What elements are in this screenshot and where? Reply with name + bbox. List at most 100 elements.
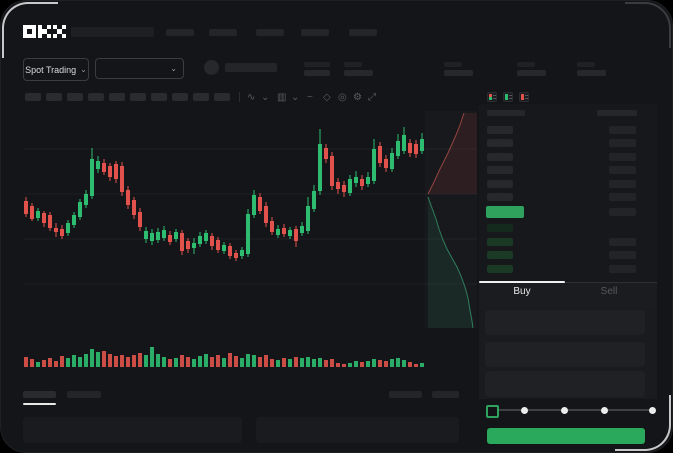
timeframe-slot-7[interactable] bbox=[151, 93, 167, 101]
stat-value-placeholder-5 bbox=[577, 70, 606, 76]
camera-icon[interactable]: ◎ bbox=[338, 92, 347, 103]
market-type-dropdown[interactable]: Spot Trading ⌄ bbox=[23, 58, 89, 81]
nav-item-placeholder-1[interactable] bbox=[166, 29, 194, 36]
depth-color-swatch bbox=[489, 94, 492, 100]
book-asks-only-icon[interactable] bbox=[519, 92, 529, 102]
chevron-down-icon[interactable]: ⌄ bbox=[291, 92, 300, 103]
orderbook-ask-price[interactable] bbox=[487, 166, 513, 175]
slider-stop-5[interactable] bbox=[649, 407, 656, 414]
market-type-label: Spot Trading bbox=[25, 64, 77, 75]
orderbook-ask-amount bbox=[609, 166, 636, 175]
book-bids-only-icon[interactable] bbox=[503, 92, 513, 102]
book-both-sides-icon[interactable] bbox=[487, 92, 497, 102]
orderbook-ask-price[interactable] bbox=[487, 126, 513, 134]
amount-input[interactable] bbox=[485, 342, 645, 367]
stat-label-placeholder-3 bbox=[444, 62, 462, 67]
toolbar-divider bbox=[239, 92, 240, 102]
stat-value-placeholder-1 bbox=[304, 70, 330, 76]
buy-submit-button[interactable] bbox=[487, 428, 645, 444]
stat-value-placeholder-2 bbox=[344, 70, 373, 76]
fullscreen-icon[interactable]: ⤢ bbox=[368, 92, 376, 103]
timeframe-slot-10[interactable] bbox=[214, 93, 230, 101]
logo-letter-o bbox=[23, 25, 36, 38]
candles bbox=[24, 127, 424, 261]
candle-type-icon[interactable]: ▥ bbox=[277, 92, 287, 103]
slider-stop-2[interactable] bbox=[521, 407, 528, 414]
depth-color-swatch bbox=[505, 94, 508, 100]
pair-avatar bbox=[204, 60, 219, 75]
amount-slider-track[interactable] bbox=[488, 409, 655, 411]
orderbook-bid-price[interactable] bbox=[487, 224, 513, 232]
orders-tab-indicator bbox=[23, 403, 56, 405]
orderbook-bid-price[interactable] bbox=[487, 237, 513, 246]
stat-label-placeholder-5 bbox=[577, 62, 595, 67]
orderbook-bid-amount bbox=[609, 264, 636, 273]
timeframe-slot-9[interactable] bbox=[193, 93, 209, 101]
orders-table-placeholder bbox=[23, 417, 242, 443]
orderbook-ask-amount bbox=[609, 152, 636, 161]
timeframe-slot-2[interactable] bbox=[46, 93, 62, 101]
okx-logo bbox=[23, 25, 67, 39]
trade-tab-bar bbox=[479, 282, 657, 308]
slider-stop-3[interactable] bbox=[561, 407, 568, 414]
last-price-bar[interactable] bbox=[486, 206, 524, 218]
zigzag-icon[interactable]: ∿ bbox=[247, 92, 256, 103]
amount-slider-handle[interactable] bbox=[486, 405, 499, 418]
timeframe-slot-8[interactable] bbox=[172, 93, 188, 101]
orders-tab-active[interactable] bbox=[23, 391, 56, 398]
history-tab[interactable] bbox=[67, 391, 101, 398]
orderbook-bid-amount bbox=[609, 251, 636, 259]
depth-overlay bbox=[427, 112, 477, 329]
search-input[interactable] bbox=[71, 27, 154, 37]
nav-item-placeholder-4[interactable] bbox=[301, 29, 329, 36]
stat-label-placeholder-2 bbox=[344, 62, 362, 67]
stat-label-placeholder-1 bbox=[304, 62, 330, 67]
orderbook-ask-price[interactable] bbox=[487, 193, 513, 201]
orderbook-ask-amount bbox=[609, 179, 636, 188]
timeframe-slot-5[interactable] bbox=[109, 93, 125, 101]
price-input[interactable] bbox=[485, 310, 645, 335]
tab-sell[interactable]: Sell bbox=[566, 286, 652, 297]
orderbook-ask-price[interactable] bbox=[487, 139, 513, 148]
bottom-right-link-1[interactable] bbox=[389, 391, 422, 398]
slider-stop-4[interactable] bbox=[601, 407, 608, 414]
settings-icon[interactable]: ⚙ bbox=[353, 92, 362, 103]
bottom-right-link-2[interactable] bbox=[432, 391, 459, 398]
orderbook-ask-amount bbox=[609, 139, 636, 148]
wave-icon[interactable]: ~ bbox=[307, 92, 313, 103]
chevron-down-icon: ⌄ bbox=[170, 64, 177, 73]
stat-value-placeholder-3 bbox=[444, 70, 473, 76]
buy-tab-indicator bbox=[479, 281, 565, 283]
pair-name-placeholder bbox=[225, 63, 277, 72]
orderbook-ask-amount bbox=[609, 193, 636, 201]
depth-color-swatch bbox=[521, 94, 524, 100]
timeframe-slot-1[interactable] bbox=[25, 93, 41, 101]
orderbook-bid-price[interactable] bbox=[487, 251, 513, 259]
total-input[interactable] bbox=[485, 371, 645, 397]
nav-item-placeholder-2[interactable] bbox=[209, 29, 237, 36]
volume-bars bbox=[24, 347, 424, 367]
orderbook-bid-price[interactable] bbox=[487, 264, 513, 273]
orderbook-ask-amount bbox=[609, 126, 636, 134]
timeframe-slot-4[interactable] bbox=[88, 93, 104, 101]
timeframe-slot-6[interactable] bbox=[130, 93, 146, 101]
tab-separator bbox=[479, 282, 657, 283]
brush-icon[interactable]: ◇ bbox=[323, 92, 331, 103]
nav-item-placeholder-3[interactable] bbox=[256, 29, 284, 36]
stat-label-placeholder-4 bbox=[517, 62, 535, 67]
orderbook-ask-price[interactable] bbox=[487, 152, 513, 161]
stat-value-placeholder-4 bbox=[517, 70, 546, 76]
last-price-amount-placeholder bbox=[609, 208, 636, 216]
orderbook-price-header bbox=[487, 110, 525, 116]
tab-buy[interactable]: Buy bbox=[479, 286, 565, 297]
orders-table-placeholder-2 bbox=[256, 417, 459, 443]
orderbook-ask-price[interactable] bbox=[487, 179, 513, 188]
orderbook-bid-amount bbox=[609, 237, 636, 246]
chevron-down-icon: ⌄ bbox=[80, 65, 87, 74]
pair-selector-dropdown[interactable]: ⌄ bbox=[95, 58, 184, 79]
chevron-down-icon[interactable]: ⌄ bbox=[261, 92, 270, 103]
timeframe-slot-3[interactable] bbox=[67, 93, 83, 101]
nav-item-placeholder-5[interactable] bbox=[349, 29, 377, 36]
